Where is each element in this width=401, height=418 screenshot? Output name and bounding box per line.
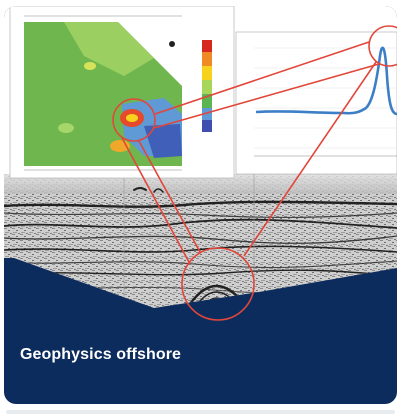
service-card[interactable]: Geophysics offshore — [4, 6, 397, 404]
card-title[interactable]: Geophysics offshore — [20, 346, 182, 363]
geophysics-survey-image — [4, 6, 397, 321]
divider — [6, 410, 395, 414]
